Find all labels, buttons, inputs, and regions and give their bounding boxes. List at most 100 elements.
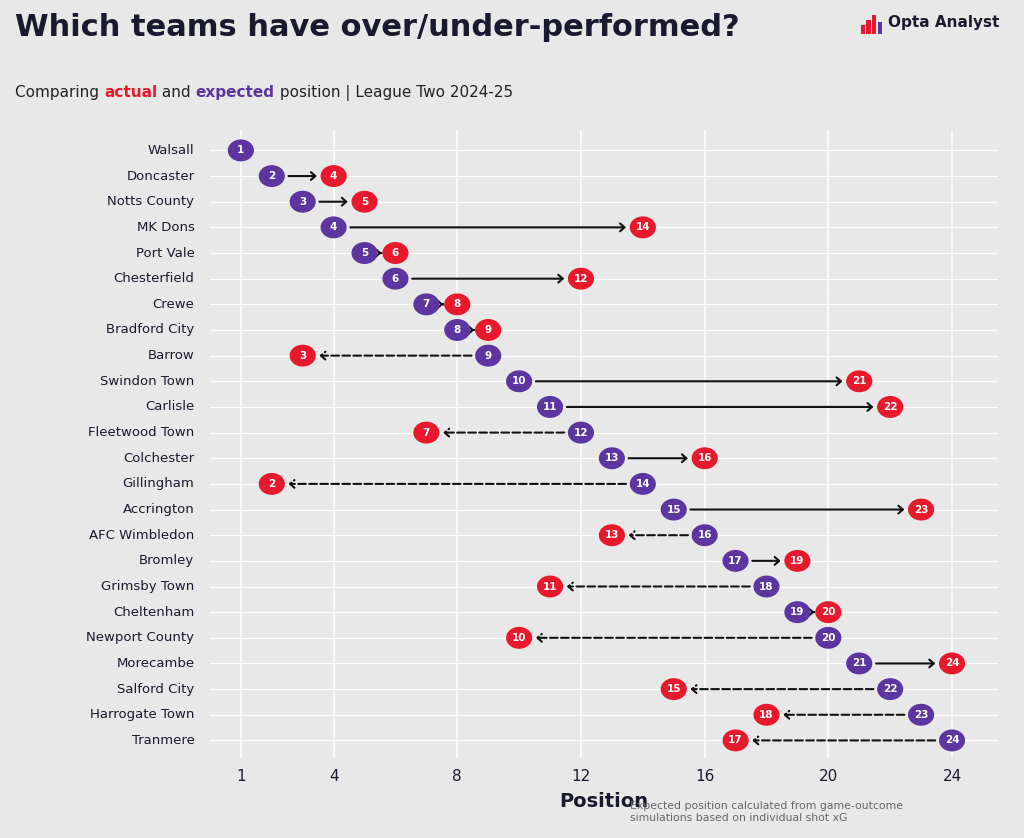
Text: Bromley: Bromley [139,555,195,567]
Circle shape [631,473,655,494]
Circle shape [940,730,965,751]
Text: 23: 23 [913,504,929,515]
Circle shape [723,551,748,572]
Circle shape [692,525,717,546]
Bar [861,25,865,34]
Circle shape [476,345,501,366]
Text: 5: 5 [360,197,369,207]
Circle shape [662,679,686,700]
Text: Bradford City: Bradford City [106,323,195,337]
Text: 16: 16 [697,453,712,463]
Bar [872,14,877,34]
Text: Crewe: Crewe [153,297,195,311]
Circle shape [414,294,438,314]
Text: actual: actual [104,85,158,101]
Circle shape [538,577,562,597]
Text: 2: 2 [268,478,275,489]
Text: Comparing: Comparing [15,85,104,101]
Text: 4: 4 [330,222,337,232]
Text: Cheltenham: Cheltenham [114,606,195,618]
Circle shape [631,217,655,238]
Text: MK Dons: MK Dons [136,221,195,234]
Circle shape [908,705,934,725]
Text: 10: 10 [512,376,526,386]
Text: Expected position calculated from game-outcome
simulations based on individual s: Expected position calculated from game-o… [630,801,903,823]
Text: Carlisle: Carlisle [145,401,195,413]
Text: Barrow: Barrow [147,349,195,362]
Text: 20: 20 [821,633,836,643]
Text: 22: 22 [883,402,897,412]
Text: 1: 1 [238,146,245,155]
Text: 15: 15 [667,684,681,694]
Circle shape [785,602,810,623]
Circle shape [414,422,438,442]
Circle shape [352,191,377,212]
Text: 16: 16 [697,530,712,541]
Text: 15: 15 [667,504,681,515]
Circle shape [785,551,810,572]
Text: Fleetwood Town: Fleetwood Town [88,426,195,439]
Text: 22: 22 [883,684,897,694]
Text: Opta Analyst: Opta Analyst [888,15,999,30]
Text: 11: 11 [543,402,557,412]
Text: 14: 14 [636,222,650,232]
Text: 19: 19 [791,556,805,566]
Circle shape [444,294,470,314]
Circle shape [538,396,562,417]
Circle shape [816,628,841,648]
Text: 4: 4 [330,171,337,181]
Circle shape [507,628,531,648]
Text: expected: expected [196,85,274,101]
Circle shape [599,448,625,468]
Text: 7: 7 [423,299,430,309]
Circle shape [878,679,902,700]
Text: Newport County: Newport County [86,631,195,644]
Circle shape [568,268,593,289]
Circle shape [507,371,531,391]
Text: 2: 2 [268,171,275,181]
Circle shape [754,577,779,597]
Text: 21: 21 [852,376,866,386]
Text: Morecambe: Morecambe [117,657,195,670]
Circle shape [723,730,748,751]
Text: 9: 9 [484,350,492,360]
Text: Which teams have over/under-performed?: Which teams have over/under-performed? [15,13,740,42]
Text: position | League Two 2024-25: position | League Two 2024-25 [274,85,513,101]
Text: Gillingham: Gillingham [123,478,195,490]
Circle shape [383,268,408,289]
Text: 14: 14 [636,478,650,489]
Text: Chesterfield: Chesterfield [114,272,195,285]
Text: and: and [158,85,196,101]
Text: 24: 24 [945,736,959,746]
Bar [866,20,870,34]
Circle shape [291,345,315,366]
Text: 18: 18 [759,582,774,592]
Text: Swindon Town: Swindon Town [100,375,195,388]
Text: 6: 6 [392,274,399,284]
Text: Doncaster: Doncaster [126,169,195,183]
Text: AFC Wimbledon: AFC Wimbledon [89,529,195,541]
Text: 18: 18 [759,710,774,720]
Text: 11: 11 [543,582,557,592]
Text: Tranmere: Tranmere [132,734,195,747]
Circle shape [322,166,346,186]
Text: Grimsby Town: Grimsby Town [101,580,195,593]
Circle shape [847,371,871,391]
Text: 8: 8 [454,325,461,335]
Text: Salford City: Salford City [117,683,195,696]
Text: Notts County: Notts County [108,195,195,208]
Circle shape [878,396,902,417]
Circle shape [599,525,625,546]
Circle shape [692,448,717,468]
Text: 6: 6 [392,248,399,258]
Text: 12: 12 [573,427,588,437]
Text: 17: 17 [728,736,742,746]
Circle shape [940,653,965,674]
Circle shape [259,473,284,494]
Text: 24: 24 [945,659,959,669]
Circle shape [444,320,470,340]
Circle shape [352,243,377,263]
Text: 19: 19 [791,608,805,617]
Text: Walsall: Walsall [147,144,195,157]
Bar [878,22,882,34]
